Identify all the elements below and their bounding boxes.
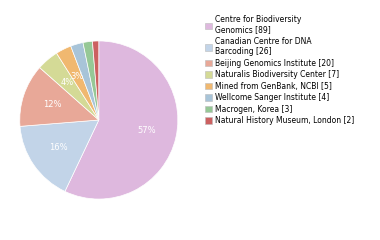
Text: 3%: 3% — [70, 72, 84, 81]
Text: 4%: 4% — [60, 78, 74, 87]
Wedge shape — [83, 41, 99, 120]
Text: 57%: 57% — [137, 126, 156, 135]
Wedge shape — [40, 53, 99, 120]
Text: 12%: 12% — [43, 100, 62, 109]
Text: 16%: 16% — [49, 143, 68, 152]
Legend: Centre for Biodiversity
Genomics [89], Canadian Centre for DNA
Barcoding [26], B: Centre for Biodiversity Genomics [89], C… — [205, 15, 355, 125]
Wedge shape — [92, 41, 99, 120]
Wedge shape — [65, 41, 178, 199]
Wedge shape — [71, 42, 99, 120]
Wedge shape — [20, 68, 99, 126]
Wedge shape — [57, 46, 99, 120]
Wedge shape — [20, 120, 99, 192]
